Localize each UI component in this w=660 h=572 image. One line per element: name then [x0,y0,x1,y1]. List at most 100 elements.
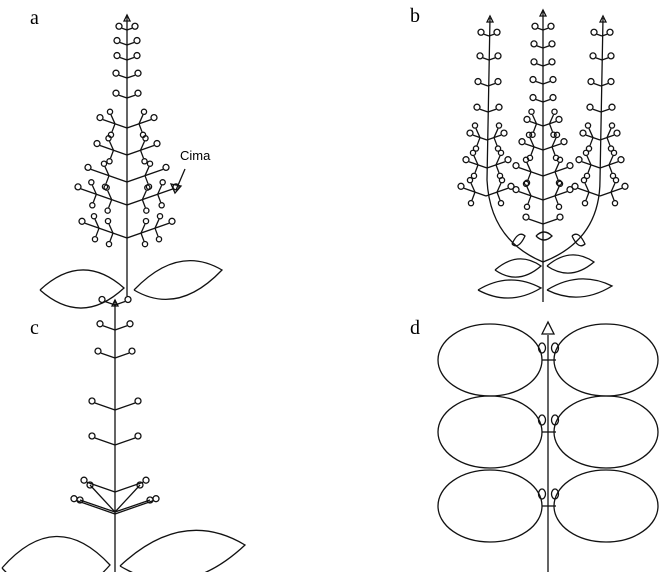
flower [147,161,152,166]
flower [582,201,587,206]
flower [608,53,614,59]
flower [81,477,87,483]
flower [143,219,148,224]
panel-label: d [410,317,420,339]
flower [622,183,628,189]
stem [103,326,115,330]
flower [556,116,562,122]
stem [106,176,109,184]
flower [531,41,537,47]
flower [85,164,91,170]
flower [94,141,100,147]
flower [91,214,96,219]
flower [132,23,138,29]
stem [543,82,550,84]
stem [145,176,148,184]
stem [122,28,127,30]
flower [156,237,161,242]
flower [607,29,613,35]
flower [513,163,519,169]
flower [561,139,567,145]
stem [538,28,543,30]
stem-tip [542,322,554,334]
flower [567,163,573,169]
stem [536,100,543,102]
stem [141,150,144,158]
flower [549,41,555,47]
flower [496,104,502,110]
flower [475,79,481,85]
flower [549,59,555,65]
flower [135,90,141,96]
panel-label: a [30,7,39,29]
stem [480,109,488,112]
flower [572,183,578,189]
stem [142,200,145,208]
flower [113,90,119,96]
leaf [120,530,245,572]
flower [519,139,525,145]
flower [89,398,95,404]
annotation: Cima [180,148,211,163]
stem [601,109,609,112]
leaf [554,470,658,542]
flower [552,109,557,114]
flower [169,218,175,224]
flower [99,297,105,303]
flower [581,178,586,183]
stem [77,501,115,514]
flower [89,180,94,185]
stem [110,233,113,241]
leaf [438,470,542,542]
leaf [554,324,658,396]
flower [614,130,620,136]
flower [468,201,473,206]
flower [583,150,588,155]
flower [588,79,594,85]
flower [135,433,141,439]
flower [524,204,529,209]
stem [496,165,499,173]
stem [95,403,115,410]
stem [531,147,534,155]
flower [494,29,500,35]
stem [528,172,531,180]
flower [143,477,149,483]
flower [474,104,480,110]
stem [115,501,153,514]
stem [127,43,134,45]
flower [95,348,101,354]
flower [151,115,157,121]
leaf [554,396,658,468]
stem [127,95,135,98]
flower [531,59,537,65]
stem [115,438,135,445]
stem [552,147,555,155]
flower [550,95,556,101]
stem [481,84,488,86]
flower [90,203,95,208]
stem [127,223,169,238]
figure: a b c d Cima [0,0,660,572]
stem [555,172,558,180]
stem [139,124,142,132]
flower [106,242,111,247]
flower [467,130,473,136]
flower [496,123,501,128]
flower [125,297,131,303]
flower [498,150,503,155]
flower [548,23,554,29]
stem [120,43,127,45]
flower [609,104,615,110]
flower [160,180,165,185]
stem [536,82,543,84]
stem [543,18,603,262]
flower [609,123,614,128]
stem [596,58,602,60]
flower [89,433,95,439]
stem [529,219,543,224]
stem [594,84,601,86]
stem [609,165,612,173]
flower [107,109,112,114]
stem [597,34,602,36]
